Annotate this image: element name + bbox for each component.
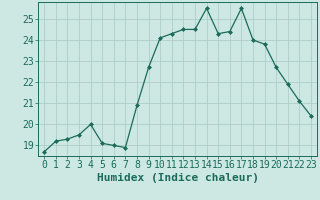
X-axis label: Humidex (Indice chaleur): Humidex (Indice chaleur) bbox=[97, 173, 259, 183]
